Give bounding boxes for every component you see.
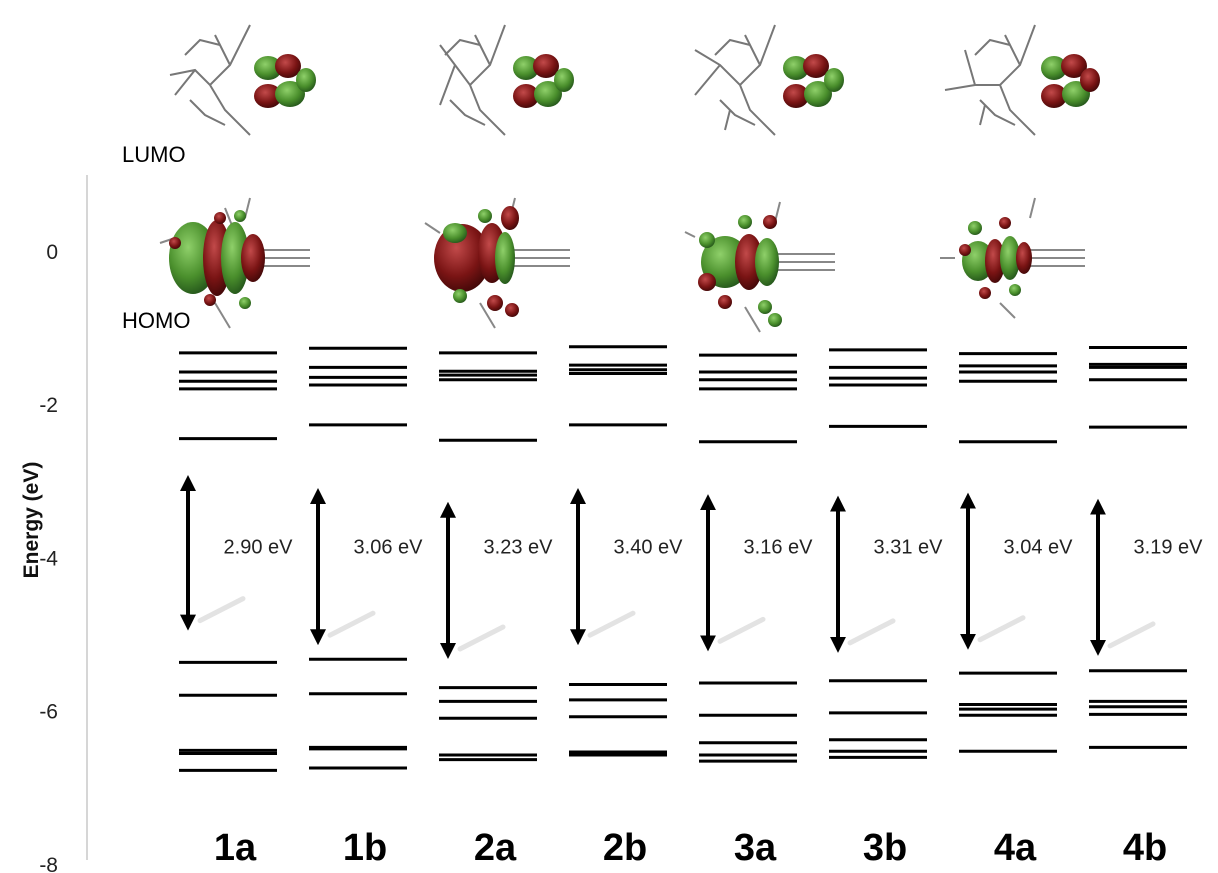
y-axis-label: Energy (eV) — [20, 462, 43, 579]
homo-orbital-1a — [159, 197, 310, 329]
gap-label-2a: 3.23 eV — [484, 537, 554, 559]
category-labels: 1a 1b 2a 2b 3a 3b 4a 4b — [214, 827, 1167, 869]
gap-arrow-shadow-1a — [197, 596, 246, 624]
lumo-orbital-images — [169, 24, 1100, 136]
lumo-orbital-1a — [169, 24, 316, 136]
category-label-4a: 4a — [994, 827, 1037, 869]
category-label-3b: 3b — [863, 827, 907, 869]
category-label-2a: 2a — [474, 827, 517, 869]
lumo-label: LUMO — [122, 142, 186, 167]
gap-arrow-shadow-3a — [717, 616, 766, 644]
gap-label-4a: 3.04 eV — [1004, 537, 1074, 559]
y-tick-label: -6 — [39, 701, 58, 724]
gap-label-1b: 3.06 eV — [354, 537, 424, 559]
gap-arrow-shadow-2b — [587, 610, 636, 638]
y-axis-ticks: 0 -2 -4 -6 -8 — [39, 241, 58, 873]
homo-orbital-2a — [424, 197, 570, 329]
energy-levels — [179, 345, 1187, 772]
category-label-4b: 4b — [1123, 827, 1167, 869]
gap-label-3a: 3.16 eV — [744, 537, 814, 559]
homo-orbital-images — [159, 197, 1085, 333]
homo-label: HOMO — [122, 308, 190, 333]
homo-orbital-3a — [684, 201, 835, 333]
category-label-1a: 1a — [214, 827, 257, 869]
gap-arrow-shadow-3b — [847, 618, 896, 646]
gap-label-3b: 3.31 eV — [874, 537, 944, 559]
gap-labels: 2.90 eV 3.06 eV 3.23 eV 3.40 eV 3.16 eV 3.31 … — [224, 537, 1204, 559]
homo-orbital-4a — [940, 197, 1085, 319]
gap-arrow-shadow-4b — [1107, 621, 1156, 649]
y-tick-label: -2 — [39, 394, 58, 417]
gap-arrow-shadow-2a — [457, 624, 506, 652]
category-label-3a: 3a — [734, 827, 777, 869]
gap-label-4b: 3.19 eV — [1134, 537, 1204, 559]
y-tick-label: 0 — [46, 241, 58, 264]
category-label-2b: 2b — [603, 827, 647, 869]
y-tick-label: -8 — [39, 854, 58, 873]
y-tick-label: -4 — [39, 547, 58, 570]
gap-label-1a: 2.90 eV — [224, 537, 294, 559]
gap-arrows — [180, 474, 1156, 659]
lumo-orbital-2a — [439, 24, 574, 136]
category-label-1b: 1b — [343, 827, 387, 869]
gap-arrow-shadow-1b — [327, 610, 376, 638]
gap-arrow-shadow-4a — [977, 615, 1026, 643]
lumo-orbital-4a — [944, 24, 1100, 136]
lumo-orbital-3a — [694, 24, 844, 136]
gap-label-2b: 3.40 eV — [614, 537, 684, 559]
